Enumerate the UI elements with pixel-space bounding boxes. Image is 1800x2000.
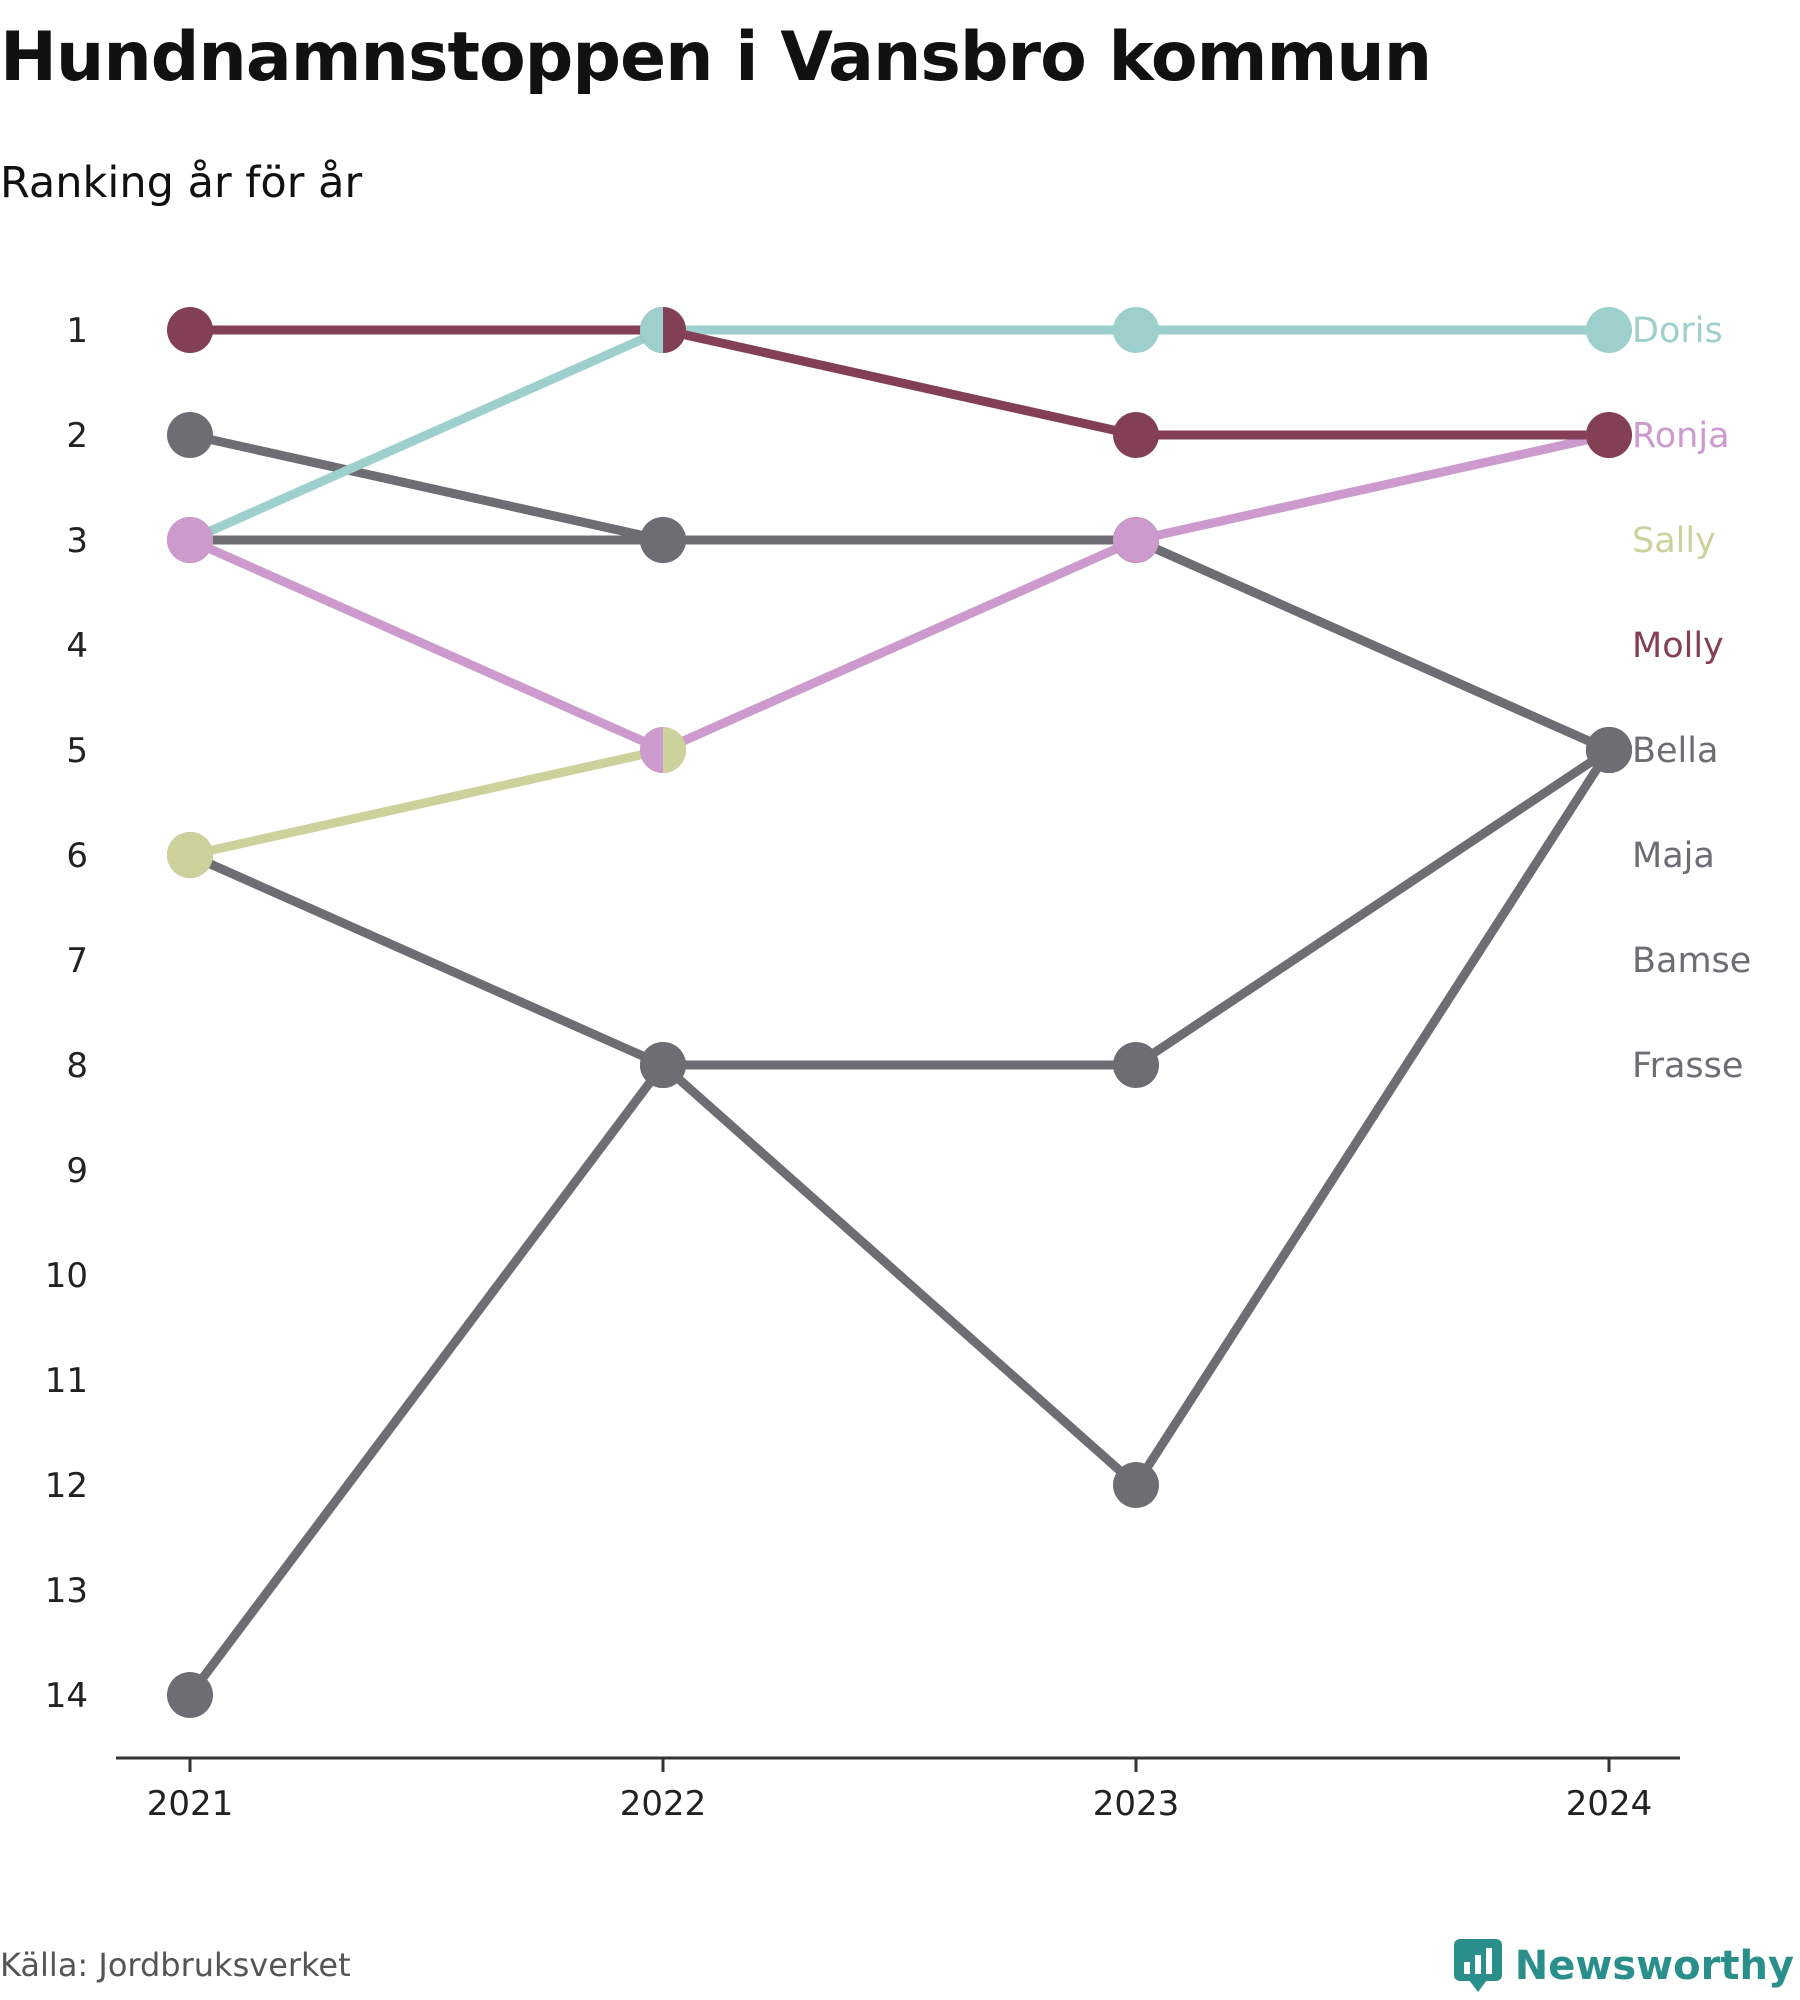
y-tick-label: 7 [66, 941, 88, 981]
data-point-bella [167, 412, 213, 458]
data-point-frasse [167, 1672, 213, 1718]
data-point-ronja [1113, 517, 1159, 563]
y-tick-label: 4 [66, 626, 88, 666]
y-tick-label: 8 [66, 1046, 88, 1086]
end-label-frasse: Frasse [1632, 1046, 1743, 1086]
end-label-bamse: Bamse [1632, 941, 1751, 981]
x-tick-label: 2023 [1093, 1784, 1180, 1824]
end-label-sally: Sally [1632, 521, 1716, 561]
data-point-molly [1586, 412, 1632, 458]
x-tick-label: 2024 [1566, 1784, 1653, 1824]
data-point-frasse [1586, 727, 1632, 773]
series-line-doris [185, 325, 1614, 545]
series-line-maja [185, 535, 1614, 755]
series-line-ronja [185, 430, 1614, 755]
x-tick-label: 2021 [147, 1784, 234, 1824]
brand-logo: Newsworthy [1453, 1938, 1794, 1994]
end-label-doris: Doris [1632, 311, 1723, 351]
y-tick-label: 1 [66, 311, 88, 351]
series-points [167, 307, 1632, 1718]
y-tick-label: 11 [45, 1361, 88, 1401]
data-point-ronja-half [640, 727, 663, 773]
brand-name: Newsworthy [1514, 1943, 1794, 1989]
data-point-maja [640, 517, 686, 563]
data-point-ronja [167, 517, 213, 563]
y-tick-label: 5 [66, 731, 88, 771]
data-point-frasse [1113, 1042, 1159, 1088]
series-lines [185, 325, 1614, 1700]
data-point-doris [1113, 307, 1159, 353]
y-tick-label: 12 [45, 1466, 88, 1506]
data-point-sally-half [167, 832, 190, 878]
y-tick-label: 6 [66, 836, 88, 876]
data-point-doris [1586, 307, 1632, 353]
source-note: Källa: Jordbruksverket [0, 1946, 351, 1984]
y-tick-label: 2 [66, 416, 88, 456]
end-label-bella: Bella [1632, 731, 1718, 771]
data-point-frasse [640, 1042, 686, 1088]
chart-title: Hundnamnstoppen i Vansbro kommun [0, 18, 1432, 97]
series-end-labels: Doris Ronja Sally Molly Bella Maja Bamse Frasse [1632, 311, 1751, 1086]
end-label-maja: Maja [1632, 836, 1715, 876]
y-tick-label: 13 [45, 1571, 88, 1611]
y-tick-label: 9 [66, 1151, 88, 1191]
chart-subtitle: Ranking år för år [0, 158, 363, 208]
y-tick-label: 14 [45, 1676, 88, 1716]
end-label-ronja: Ronja [1632, 416, 1730, 456]
x-tick-label: 2022 [620, 1784, 707, 1824]
end-label-molly: Molly [1632, 626, 1724, 666]
series-line-bamse [185, 745, 1614, 1490]
data-point-molly [167, 307, 213, 353]
data-point-bamse [1113, 1462, 1159, 1508]
series-line-sally [185, 745, 668, 860]
y-tick-label: 3 [66, 521, 88, 561]
series-line-molly [185, 325, 1614, 440]
y-tick-label: 10 [45, 1256, 88, 1296]
x-axis: 2021 2022 2023 2024 [116, 1756, 1680, 1824]
newsworthy-logo-icon [1453, 1939, 1502, 1992]
series-line-frasse [185, 745, 1614, 1700]
data-point-doris-half [640, 307, 663, 353]
data-point-molly [1113, 412, 1159, 458]
